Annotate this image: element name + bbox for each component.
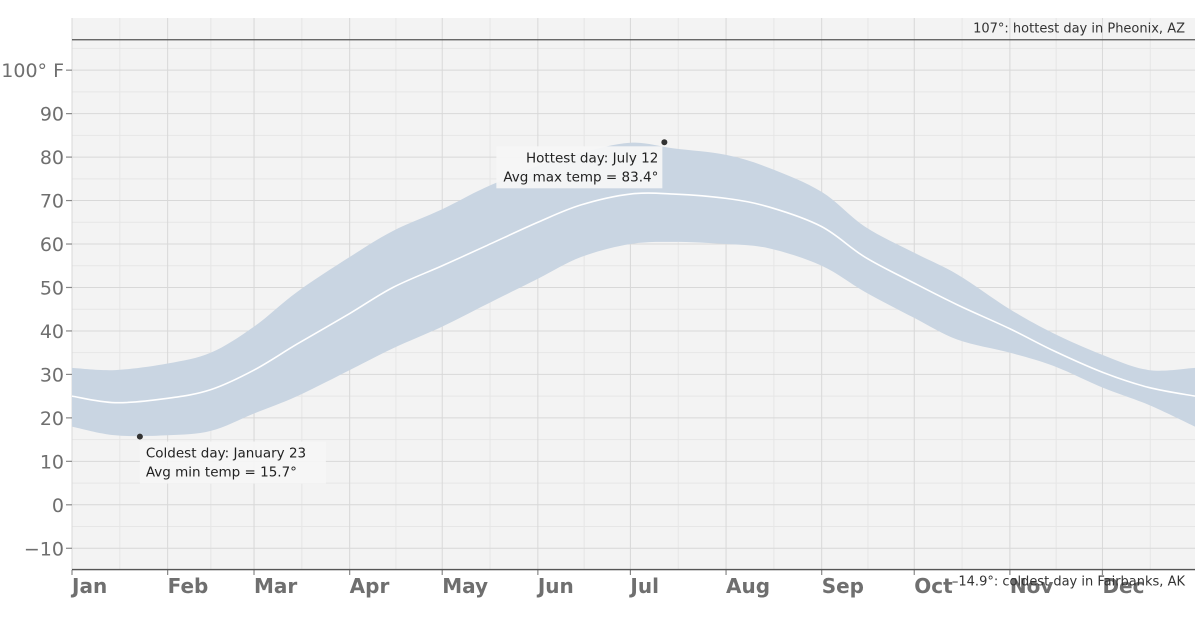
annotation-line2: Avg min temp = 15.7° <box>146 465 297 481</box>
x-tick-label: Dec <box>1102 574 1144 598</box>
y-tick-label: 10 <box>40 451 64 473</box>
x-tick-label: Oct <box>914 574 953 598</box>
x-tick-label: Apr <box>350 574 390 598</box>
y-axis: −10 0 10 20 30 40 50 60 70 80 90 100° F <box>1 60 72 560</box>
y-tick-label: 30 <box>40 364 64 386</box>
y-tick-label: 80 <box>40 147 64 169</box>
y-tick-label: 60 <box>40 234 64 256</box>
annotation-box <box>496 146 663 189</box>
x-tick-label: Jun <box>536 574 574 598</box>
y-tick-label: 70 <box>40 191 64 213</box>
annotation-box <box>139 441 326 484</box>
annotation-line1: Coldest day: January 23 <box>146 446 306 462</box>
x-tick-label: Jul <box>628 574 659 598</box>
annotation-hottest-day: Hottest day: July 12 Avg max temp = 83.4… <box>496 139 668 189</box>
y-tick-label: 20 <box>40 408 64 430</box>
annotation-line2: Avg max temp = 83.4° <box>503 169 658 185</box>
y-tick-label: 40 <box>40 321 64 343</box>
coldest-day-dot <box>136 433 143 440</box>
ref-label-hottest-phoenix: 107°: hottest day in Pheonix, AZ <box>973 22 1185 37</box>
x-tick-label: Feb <box>168 574 209 598</box>
x-axis: Jan Feb Mar Apr May Jun Jul Aug Sep Oct Nov Dec <box>70 570 1144 598</box>
hottest-day-dot <box>661 139 668 146</box>
x-tick-label: Sep <box>822 574 864 598</box>
x-tick-label: May <box>442 574 488 598</box>
y-tick-label: 0 <box>52 495 64 517</box>
annotation-coldest-day: Coldest day: January 23 Avg min temp = 1… <box>136 433 326 484</box>
plot-background <box>72 18 1195 570</box>
mean-temperature-line <box>71 192 1196 404</box>
annotation-line1: Hottest day: July 12 <box>526 150 658 166</box>
x-tick-label: Nov <box>1010 574 1054 598</box>
ref-label-coldest-fairbanks: –14.9°: coldest day in Fairbanks, AK <box>952 575 1186 590</box>
y-tick-label: 90 <box>40 104 64 126</box>
x-tick-label: Aug <box>726 574 770 598</box>
x-tick-label: Jan <box>70 574 107 598</box>
y-tick-label: −10 <box>24 538 64 560</box>
temperature-range-band <box>72 142 1195 437</box>
y-tick-label: 100° F <box>1 60 64 82</box>
y-tick-label: 50 <box>40 277 64 299</box>
x-tick-label: Mar <box>254 574 297 598</box>
